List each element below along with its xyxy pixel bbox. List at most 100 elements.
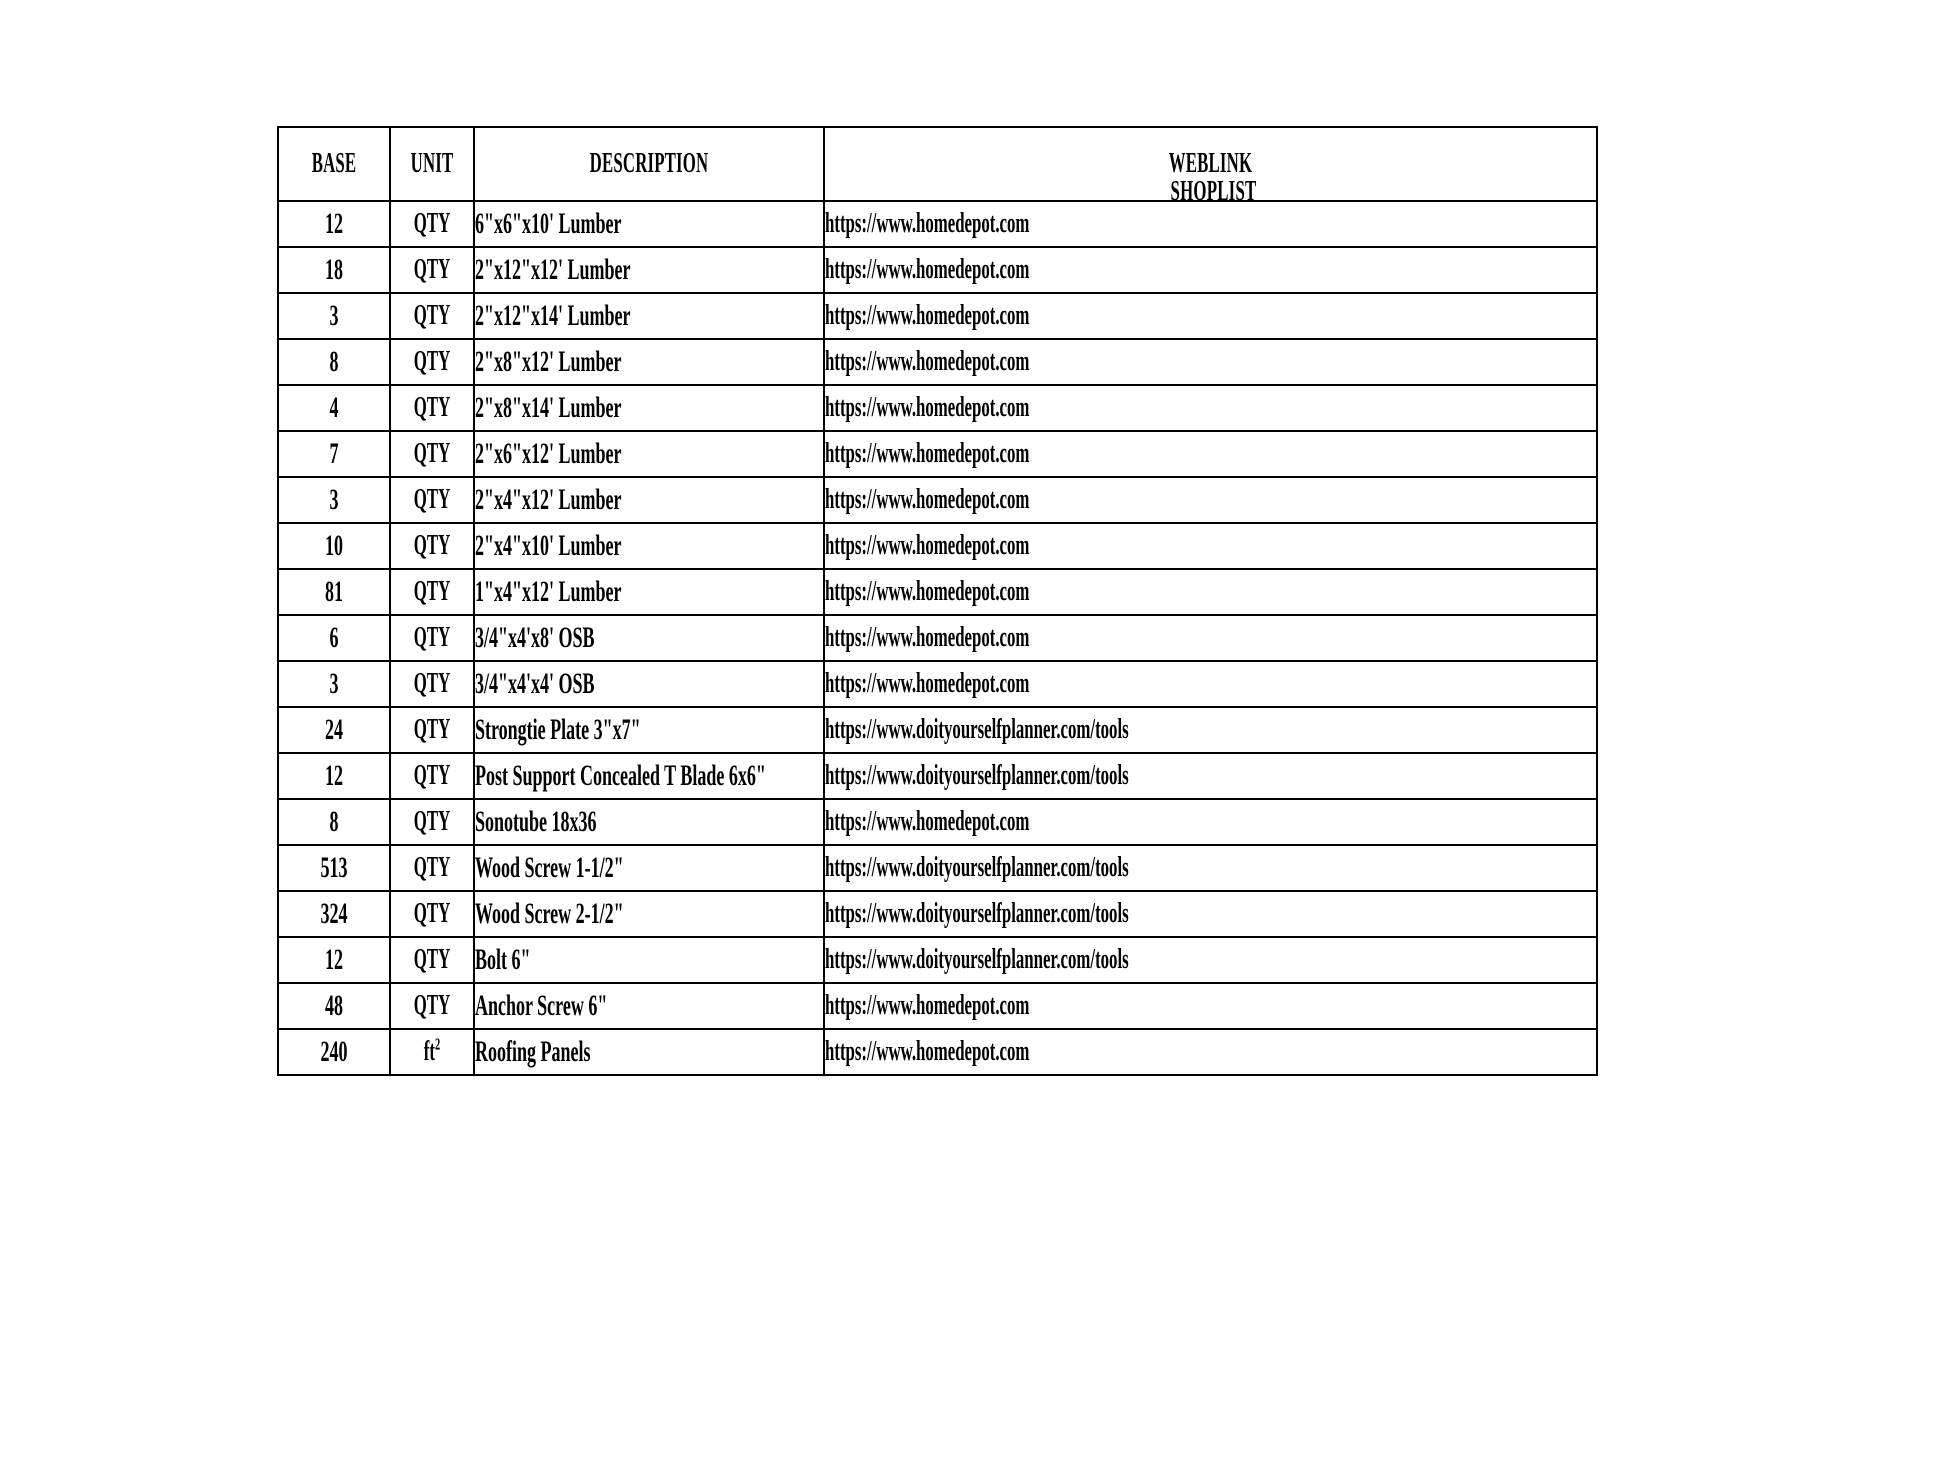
table-body: 12 QTY 6"x6"x10' Lumber https://www.homedep… xyxy=(277,200,1598,1076)
cell-unit-value: QTY xyxy=(413,622,451,653)
cell-weblink[interactable]: https://www.homedepot.com xyxy=(823,522,1598,570)
cell-description: 2"x4"x10' Lumber xyxy=(473,522,825,570)
cell-description: 3/4"x4'x4' OSB xyxy=(473,660,825,708)
weblink-url[interactable]: https://www.homedepot.com xyxy=(825,346,1030,377)
cell-weblink[interactable]: https://www.homedepot.com xyxy=(823,246,1598,294)
cell-base: 513 xyxy=(277,844,391,892)
weblink-url[interactable]: https://www.homedepot.com xyxy=(825,1036,1030,1067)
weblink-url[interactable]: https://www.homedepot.com xyxy=(825,300,1030,331)
cell-description-value: 3/4"x4'x8' OSB xyxy=(475,621,595,654)
cell-description: Sonotube 18x36 xyxy=(473,798,825,846)
cell-unit-value: QTY xyxy=(413,392,451,423)
cell-weblink[interactable]: https://www.homedepot.com xyxy=(823,798,1598,846)
cell-base-value: 3 xyxy=(329,299,339,332)
table-row: 12 QTY Bolt 6" https://www.doityourselfplan… xyxy=(277,936,1598,984)
cell-weblink[interactable]: https://www.homedepot.com xyxy=(823,614,1598,662)
weblink-url[interactable]: https://www.doityourselfplanner.com/tool… xyxy=(825,714,1129,745)
cell-unit-value: QTY xyxy=(413,668,451,699)
cell-unit-value: QTY xyxy=(413,208,451,239)
cell-unit-value: QTY xyxy=(413,484,451,515)
cell-unit: QTY xyxy=(389,844,475,892)
weblink-url[interactable]: https://www.homedepot.com xyxy=(825,530,1030,561)
cell-description-value: 2"x12"x12' Lumber xyxy=(475,253,631,286)
cell-weblink[interactable]: https://www.homedepot.com xyxy=(823,430,1598,478)
cell-description-value: 2"x8"x12' Lumber xyxy=(475,345,622,378)
cell-base: 3 xyxy=(277,292,391,340)
cell-unit: QTY xyxy=(389,706,475,754)
cell-weblink[interactable]: https://www.homedepot.com xyxy=(823,200,1598,248)
table-row: 324 QTY Wood Screw 2-1/2" https://www.doity… xyxy=(277,890,1598,938)
cell-unit: QTY xyxy=(389,568,475,616)
cell-weblink[interactable]: https://www.homedepot.com xyxy=(823,384,1598,432)
cell-description: 3/4"x4'x8' OSB xyxy=(473,614,825,662)
cell-description-value: Wood Screw 1-1/2" xyxy=(475,851,624,884)
table-row: 3 QTY 2"x12"x14' Lumber https://www.homedep… xyxy=(277,292,1598,340)
cell-unit-value: QTY xyxy=(413,898,451,929)
cell-weblink[interactable]: https://www.doityourselfplanner.com/tool… xyxy=(823,706,1598,754)
cell-base-value: 81 xyxy=(325,575,343,608)
cell-unit: QTY xyxy=(389,614,475,662)
cell-unit-value: QTY xyxy=(413,530,451,561)
weblink-url[interactable]: https://www.doityourselfplanner.com/tool… xyxy=(825,944,1129,975)
cell-weblink[interactable]: https://www.homedepot.com xyxy=(823,660,1598,708)
cell-unit: QTY xyxy=(389,384,475,432)
cell-base: 4 xyxy=(277,384,391,432)
cell-weblink[interactable]: https://www.doityourselfplanner.com/tool… xyxy=(823,844,1598,892)
weblink-url[interactable]: https://www.homedepot.com xyxy=(825,208,1030,239)
cell-weblink[interactable]: https://www.doityourselfplanner.com/tool… xyxy=(823,752,1598,800)
cell-base-value: 324 xyxy=(320,897,348,930)
cell-description-value: 2"x6"x12' Lumber xyxy=(475,437,622,470)
column-header-description: DESCRIPTION xyxy=(473,126,825,202)
cell-weblink[interactable]: https://www.doityourselfplanner.com/tool… xyxy=(823,890,1598,938)
page-title: SHOPLIST xyxy=(277,88,1596,207)
cell-weblink[interactable]: https://www.doityourselfplanner.com/tool… xyxy=(823,936,1598,984)
cell-weblink[interactable]: https://www.homedepot.com xyxy=(823,476,1598,524)
weblink-url[interactable]: https://www.doityourselfplanner.com/tool… xyxy=(825,760,1129,791)
cell-unit: QTY xyxy=(389,476,475,524)
cell-base-value: 3 xyxy=(329,483,339,516)
weblink-url[interactable]: https://www.homedepot.com xyxy=(825,254,1030,285)
table-header-row: BASE UNIT DESCRIPTION WEBLINK xyxy=(277,126,1598,202)
weblink-url[interactable]: https://www.doityourselfplanner.com/tool… xyxy=(825,852,1129,883)
cell-weblink[interactable]: https://www.homedepot.com xyxy=(823,1028,1598,1076)
cell-unit: QTY xyxy=(389,338,475,386)
column-header-unit-label: UNIT xyxy=(410,148,454,179)
cell-description-value: 6"x6"x10' Lumber xyxy=(475,207,622,240)
cell-weblink[interactable]: https://www.homedepot.com xyxy=(823,982,1598,1030)
cell-unit-value: QTY xyxy=(413,760,451,791)
cell-description: Bolt 6" xyxy=(473,936,825,984)
cell-unit: QTY xyxy=(389,200,475,248)
cell-base-value: 7 xyxy=(329,437,339,470)
weblink-url[interactable]: https://www.homedepot.com xyxy=(825,438,1030,469)
cell-weblink[interactable]: https://www.homedepot.com xyxy=(823,338,1598,386)
cell-unit-value: QTY xyxy=(413,254,451,285)
table-row: 3 QTY 2"x4"x12' Lumber https://www.homedepo… xyxy=(277,476,1598,524)
weblink-url[interactable]: https://www.homedepot.com xyxy=(825,576,1030,607)
cell-base: 324 xyxy=(277,890,391,938)
weblink-url[interactable]: https://www.homedepot.com xyxy=(825,806,1030,837)
weblink-url[interactable]: https://www.homedepot.com xyxy=(825,392,1030,423)
cell-base: 12 xyxy=(277,752,391,800)
cell-base-value: 8 xyxy=(329,805,339,838)
cell-description: Wood Screw 1-1/2" xyxy=(473,844,825,892)
weblink-url[interactable]: https://www.homedepot.com xyxy=(825,668,1030,699)
cell-description: 2"x8"x14' Lumber xyxy=(473,384,825,432)
weblink-url[interactable]: https://www.homedepot.com xyxy=(825,484,1030,515)
cell-description-value: Roofing Panels xyxy=(475,1035,591,1068)
table-row: 240 ft2 Roofing Panels https://www.homedepo… xyxy=(277,1028,1598,1076)
cell-description-value: Sonotube 18x36 xyxy=(475,805,597,838)
cell-weblink[interactable]: https://www.homedepot.com xyxy=(823,292,1598,340)
cell-description-value: 2"x12"x14' Lumber xyxy=(475,299,631,332)
cell-base-value: 12 xyxy=(325,759,343,792)
cell-base-value: 240 xyxy=(320,1035,348,1068)
weblink-url[interactable]: https://www.homedepot.com xyxy=(825,990,1030,1021)
cell-unit-value: QTY xyxy=(413,944,451,975)
weblink-url[interactable]: https://www.doityourselfplanner.com/tool… xyxy=(825,898,1129,929)
cell-unit: QTY xyxy=(389,890,475,938)
cell-base: 8 xyxy=(277,338,391,386)
table-row: 12 QTY Post Support Concealed T Blade 6x6"… xyxy=(277,752,1598,800)
cell-base: 48 xyxy=(277,982,391,1030)
weblink-url[interactable]: https://www.homedepot.com xyxy=(825,622,1030,653)
cell-weblink[interactable]: https://www.homedepot.com xyxy=(823,568,1598,616)
table-row: 10 QTY 2"x4"x10' Lumber https://www.homedep… xyxy=(277,522,1598,570)
